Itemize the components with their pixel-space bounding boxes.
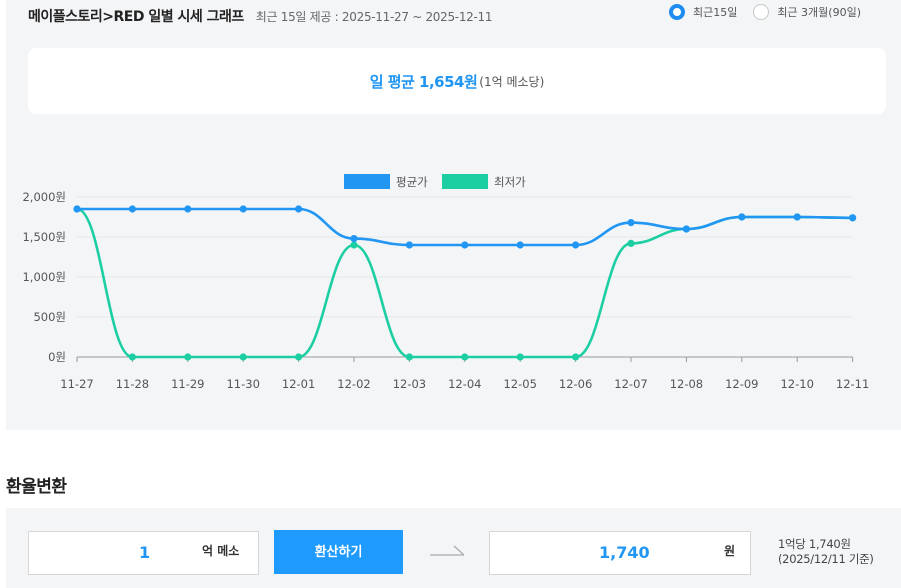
rate-note-line2: (2025/12/11 기준) — [778, 552, 874, 566]
header: 메이플스토리>RED 일별 시세 그래프 최근 15일 제공 : 2025-11… — [28, 6, 493, 26]
data-point — [793, 213, 801, 221]
x-tick-label: 12-02 — [337, 377, 370, 391]
y-tick-label: 2,000원 — [22, 190, 66, 204]
x-tick-label: 12-06 — [559, 377, 592, 391]
data-point — [738, 213, 746, 221]
y-tick-label: 1,000원 — [22, 270, 66, 284]
meso-unit-label: 억 메소 — [202, 544, 240, 558]
data-point — [627, 219, 635, 227]
arrow-right-icon — [430, 545, 465, 556]
data-point — [239, 353, 247, 361]
x-tick-label: 12-08 — [670, 377, 703, 391]
y-tick-label: 1,500원 — [22, 230, 66, 244]
rate-note-line1: 1억당 1,740원 — [778, 537, 851, 551]
range-option-label: 최근15일 — [692, 6, 738, 19]
price-line-chart: 0원 500원 1,000원 1,500원 2,000원 11-27 11-28 11-29 1… — [22, 174, 869, 391]
radio-selected-icon[interactable] — [668, 4, 685, 20]
data-point — [405, 241, 413, 249]
data-point — [128, 205, 136, 213]
data-point — [73, 205, 81, 213]
data-point — [405, 353, 413, 361]
meso-amount-input[interactable]: 1 억 메소 — [28, 531, 259, 575]
won-amount-output: 1,740 원 — [489, 531, 751, 575]
won-unit-label: 원 — [724, 544, 736, 558]
x-tick-label: 12-05 — [503, 377, 536, 391]
won-amount-value: 1,740 — [599, 543, 650, 562]
meso-amount-value[interactable]: 1 — [139, 543, 151, 562]
y-tick-label: 0원 — [48, 350, 66, 364]
x-tick-label: 12-01 — [282, 377, 315, 391]
legend-label: 최저가 — [494, 175, 526, 189]
page-title: 메이플스토리>RED 일별 시세 그래프 — [28, 9, 244, 25]
series-line-lowest — [76, 207, 853, 359]
average-price-unit: (1억 메소당) — [479, 74, 545, 89]
range-option-label: 최근 3개월(90일) — [777, 6, 861, 19]
rate-note: 1억당 1,740원 (2025/12/11 기준) — [778, 537, 874, 567]
series-line-average — [77, 207, 853, 247]
exchange-section-title: 환율변환 — [6, 477, 67, 497]
range-option-90d[interactable]: 최근 3개월(90일) — [753, 4, 861, 20]
data-point — [239, 205, 247, 213]
data-point — [461, 241, 469, 249]
convert-button[interactable]: 환산하기 — [274, 530, 403, 574]
data-point — [572, 353, 580, 361]
x-tick-label: 12-04 — [448, 377, 481, 391]
radio-unselected-icon[interactable] — [753, 4, 770, 20]
data-point — [516, 353, 524, 361]
data-point — [627, 239, 635, 247]
data-point — [128, 353, 136, 361]
data-point — [295, 205, 303, 213]
range-option-15d[interactable]: 최근15일 — [668, 4, 738, 20]
data-point — [461, 353, 469, 361]
x-tick-label: 12-09 — [725, 377, 758, 391]
x-tick-label: 11-28 — [116, 377, 149, 391]
x-tick-label: 12-07 — [614, 377, 647, 391]
x-tick-label: 12-11 — [836, 377, 869, 391]
data-point — [516, 241, 524, 249]
x-tick-label: 12-10 — [780, 377, 813, 391]
x-tick-label: 12-03 — [393, 377, 426, 391]
range-selector: 최근15일 최근 3개월(90일) — [653, 4, 861, 20]
date-range-subtitle: 최근 15일 제공 : 2025-11-27 ~ 2025-12-11 — [255, 9, 493, 24]
x-tick-label: 11-30 — [226, 377, 259, 391]
data-point — [350, 241, 358, 249]
data-point — [572, 241, 580, 249]
legend-swatch — [344, 174, 390, 189]
y-tick-label: 500원 — [33, 310, 66, 324]
legend-swatch — [442, 174, 488, 189]
data-point — [350, 235, 358, 243]
data-point — [682, 225, 691, 233]
legend-label: 평균가 — [396, 175, 428, 189]
data-point — [184, 353, 192, 361]
data-point — [849, 214, 857, 222]
data-point — [184, 205, 192, 213]
x-tick-label: 11-29 — [171, 377, 204, 391]
average-price-box: 일 평균 1,654원 (1억 메소당) — [28, 48, 886, 114]
x-tick-label: 11-27 — [60, 377, 93, 391]
data-point — [295, 353, 303, 361]
average-price-value: 일 평균 1,654원 — [369, 72, 478, 91]
